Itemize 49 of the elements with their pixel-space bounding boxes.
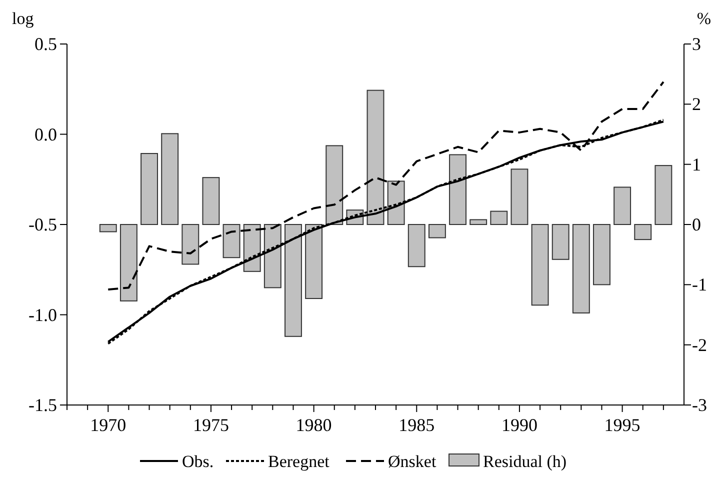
- bar: [654, 165, 672, 225]
- y2-tick-label: -1: [692, 274, 707, 295]
- bar: [470, 219, 488, 225]
- x-tick-label: 1995: [604, 415, 640, 435]
- legend-label: Residual (h): [483, 452, 567, 471]
- bar: [572, 224, 590, 314]
- bar: [264, 224, 282, 288]
- bar: [222, 224, 240, 258]
- bar: [202, 177, 220, 225]
- bar: [490, 210, 508, 225]
- bar: [614, 186, 632, 225]
- y2-tick-label: -2: [692, 334, 707, 355]
- y2-tick-label: 3: [692, 34, 701, 54]
- y2-tick-label: 1: [692, 154, 701, 174]
- legend-label: Ønsket: [388, 452, 436, 471]
- y2-tick-label: -3: [692, 395, 707, 415]
- x-tick-label: 1985: [398, 415, 435, 435]
- bar: [140, 153, 158, 225]
- bar: [366, 90, 384, 225]
- y-tick-label: 0.5: [34, 34, 57, 54]
- bar: [161, 133, 179, 225]
- bar: [182, 224, 200, 265]
- y2-tick-label: 2: [692, 94, 701, 114]
- y-tick-label: -0.5: [28, 214, 57, 234]
- y-tick-label: -1.0: [28, 304, 57, 325]
- bar: [531, 224, 549, 306]
- bar: [408, 224, 426, 268]
- bar: [120, 224, 138, 302]
- bar: [510, 168, 528, 225]
- bar: [326, 145, 344, 225]
- x-tick-label: 1975: [192, 415, 229, 435]
- x-tick-label: 1990: [501, 415, 538, 435]
- bar: [305, 224, 323, 300]
- bar: [284, 224, 302, 337]
- y-tick-label: 0.0: [34, 124, 57, 144]
- y2-axis-title: %: [696, 9, 712, 28]
- bar: [99, 224, 117, 232]
- bar: [634, 224, 652, 240]
- bar: [449, 154, 466, 225]
- bar: [428, 224, 446, 238]
- legend-label: Beregnet: [268, 452, 330, 471]
- bar: [552, 224, 570, 260]
- legend-label: Obs.: [182, 452, 214, 471]
- x-tick-label: 1970: [90, 415, 126, 435]
- y2-tick-label: 0: [692, 214, 701, 234]
- x-tick-label: 1980: [296, 415, 332, 435]
- y-tick-label: -1.5: [28, 395, 57, 415]
- bar: [593, 224, 610, 286]
- y-axis-title: log: [12, 9, 34, 28]
